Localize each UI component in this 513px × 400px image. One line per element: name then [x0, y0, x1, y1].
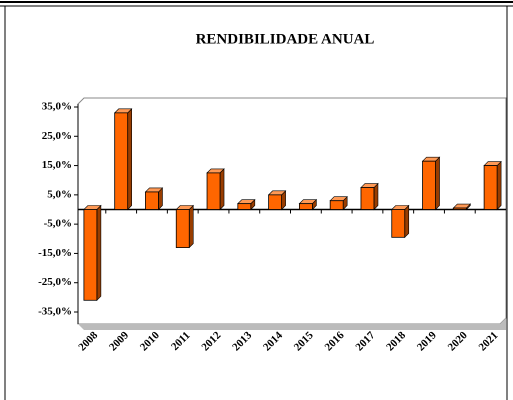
bar-front — [206, 172, 221, 210]
bar-front — [175, 209, 190, 248]
bar-front — [298, 203, 313, 210]
bar-front — [237, 203, 252, 210]
bar — [267, 190, 287, 211]
bar — [175, 204, 194, 249]
y-tick-label: 15,0% — [42, 159, 72, 171]
plot-wall — [77, 97, 507, 325]
y-tick-label: -35,0% — [38, 306, 72, 318]
bar-side — [373, 182, 379, 211]
bar-front — [483, 165, 498, 210]
bar-side — [127, 108, 132, 211]
bar-side — [188, 204, 194, 249]
bar-front — [145, 191, 159, 210]
plot-shadow — [78, 318, 506, 330]
bar — [298, 198, 318, 211]
bar — [237, 198, 256, 211]
bar — [360, 182, 379, 211]
bar — [483, 160, 502, 211]
chart-title: RENDIBILIDADE ANUAL — [196, 31, 375, 47]
bar-front — [360, 187, 375, 210]
bar-side — [96, 204, 102, 302]
y-tick-label: 5,0% — [47, 188, 72, 200]
bar-front — [329, 200, 344, 210]
bar-front — [268, 194, 283, 210]
bar — [83, 204, 102, 302]
bar — [391, 204, 410, 239]
y-tick-label: 25,0% — [42, 130, 72, 142]
bar-side — [219, 168, 225, 211]
bar-front — [83, 209, 98, 301]
bar-side — [435, 156, 440, 211]
bar — [206, 168, 225, 211]
y-tick-label: -15,0% — [38, 247, 72, 259]
bar — [452, 203, 472, 211]
y-tick-label: -5,0% — [44, 218, 72, 230]
bar-front — [114, 112, 129, 210]
bar-front — [452, 207, 467, 210]
bar-front — [422, 160, 436, 210]
y-tick-label: -25,0% — [38, 276, 72, 288]
bar — [144, 187, 164, 211]
bar-front — [391, 209, 406, 238]
bar — [421, 156, 441, 211]
bar-side — [404, 204, 410, 239]
y-tick-label: 35,0% — [42, 101, 72, 113]
bar — [113, 108, 133, 211]
bar-side — [496, 160, 502, 211]
bar — [329, 195, 348, 211]
